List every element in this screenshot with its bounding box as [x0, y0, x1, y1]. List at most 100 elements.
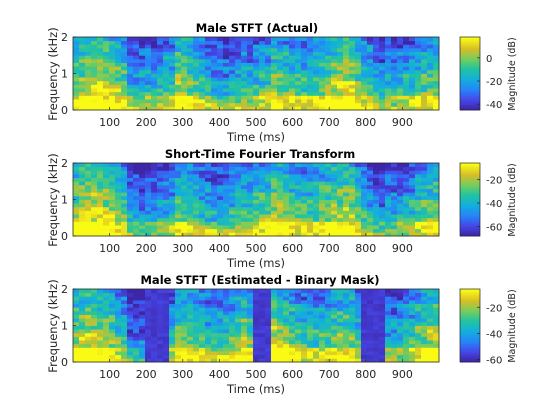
heatmap-cell [373, 106, 380, 111]
heatmap-cell [295, 102, 302, 107]
heatmap-cell [145, 292, 152, 297]
heatmap-cell [199, 358, 206, 363]
heatmap-cell [139, 51, 146, 56]
heatmap-cell [217, 77, 224, 82]
heatmap-cell [301, 289, 308, 294]
heatmap-cell [427, 80, 434, 85]
heatmap-cell [79, 217, 86, 222]
heatmap-cell [325, 77, 332, 82]
heatmap-cell [217, 217, 224, 222]
heatmap-cell [133, 99, 140, 104]
heatmap-cell [235, 314, 242, 319]
heatmap-cell [127, 166, 134, 171]
heatmap-cell [391, 66, 398, 71]
heatmap-cell [343, 206, 350, 211]
heatmap-cell [421, 321, 428, 326]
heatmap-cell [403, 173, 410, 178]
heatmap-cell [145, 314, 152, 319]
heatmap-cell [373, 232, 380, 237]
heatmap-cell [367, 77, 374, 82]
heatmap-cell [409, 163, 416, 168]
heatmap-cell [415, 184, 422, 189]
heatmap-cell [163, 299, 170, 304]
heatmap-cell [115, 44, 122, 49]
heatmap-cell [169, 84, 176, 89]
heatmap-cell [427, 303, 434, 308]
heatmap-cell [271, 307, 278, 312]
heatmap-cell [403, 347, 410, 352]
heatmap-cell [235, 84, 242, 89]
heatmap-cell [91, 44, 98, 49]
heatmap-cell [235, 77, 242, 82]
heatmap-cell [205, 163, 212, 168]
heatmap-cell [145, 163, 152, 168]
heatmap-cell [331, 347, 338, 352]
heatmap-cell [199, 77, 206, 82]
heatmap-cell [325, 343, 332, 348]
heatmap-cell [349, 206, 356, 211]
heatmap-cell [295, 40, 302, 45]
heatmap-cell [265, 214, 272, 219]
heatmap-cell [115, 325, 122, 330]
heatmap-cell [379, 343, 386, 348]
heatmap-cell [433, 66, 440, 71]
heatmap-cell [223, 88, 230, 93]
heatmap-cell [367, 303, 374, 308]
heatmap-cell [169, 106, 176, 111]
heatmap-cell [79, 210, 86, 215]
heatmap-cell [85, 181, 92, 186]
heatmap-cell [235, 221, 242, 226]
heatmap-cell [103, 354, 110, 359]
heatmap-cell [433, 177, 440, 182]
heatmap-cell [337, 221, 344, 226]
heatmap-cell [397, 303, 404, 308]
heatmap-cell [157, 80, 164, 85]
heatmap-cell [265, 106, 272, 111]
heatmap-cell [403, 73, 410, 78]
heatmap-cell [109, 336, 116, 341]
heatmap-cell [211, 88, 218, 93]
heatmap-cell [91, 307, 98, 312]
heatmap-cell [241, 58, 248, 63]
heatmap-cell [139, 292, 146, 297]
heatmap-cell [421, 184, 428, 189]
heatmap-cell [223, 351, 230, 356]
heatmap-cell [253, 91, 260, 96]
heatmap-cell [271, 303, 278, 308]
heatmap-cell [217, 340, 224, 345]
heatmap-cell [97, 181, 104, 186]
heatmap-cell [79, 225, 86, 230]
heatmap-cell [313, 358, 320, 363]
heatmap-cell [271, 80, 278, 85]
heatmap-cell [181, 51, 188, 56]
heatmap-cell [409, 289, 416, 294]
heatmap-cell [271, 354, 278, 359]
colorbar [459, 288, 481, 363]
heatmap-cell [271, 351, 278, 356]
heatmap-cell [283, 347, 290, 352]
heatmap-cell [187, 203, 194, 208]
colorbar-segment [460, 168, 480, 171]
x-axis-ticks: 100 200 300 400 500 600 700 800 900 [99, 116, 413, 129]
heatmap-cell [259, 102, 266, 107]
heatmap-cell [319, 184, 326, 189]
heatmap-cell [79, 58, 86, 63]
heatmap-cell [277, 210, 284, 215]
heatmap-cell [91, 88, 98, 93]
heatmap-cell [277, 106, 284, 111]
heatmap-cell [223, 62, 230, 67]
heatmap-cell [409, 314, 416, 319]
heatmap-cell [109, 80, 116, 85]
heatmap-cell [121, 358, 128, 363]
heatmap-cell [241, 217, 248, 222]
heatmap-cell [319, 289, 326, 294]
heatmap-cell [127, 62, 134, 67]
heatmap-cell [343, 340, 350, 345]
heatmap-cell [253, 354, 260, 359]
heatmap-cell [187, 206, 194, 211]
heatmap-cell [187, 192, 194, 197]
heatmap-cell [307, 66, 314, 71]
heatmap-cell [109, 332, 116, 337]
heatmap-cell [115, 214, 122, 219]
heatmap-cell [271, 51, 278, 56]
